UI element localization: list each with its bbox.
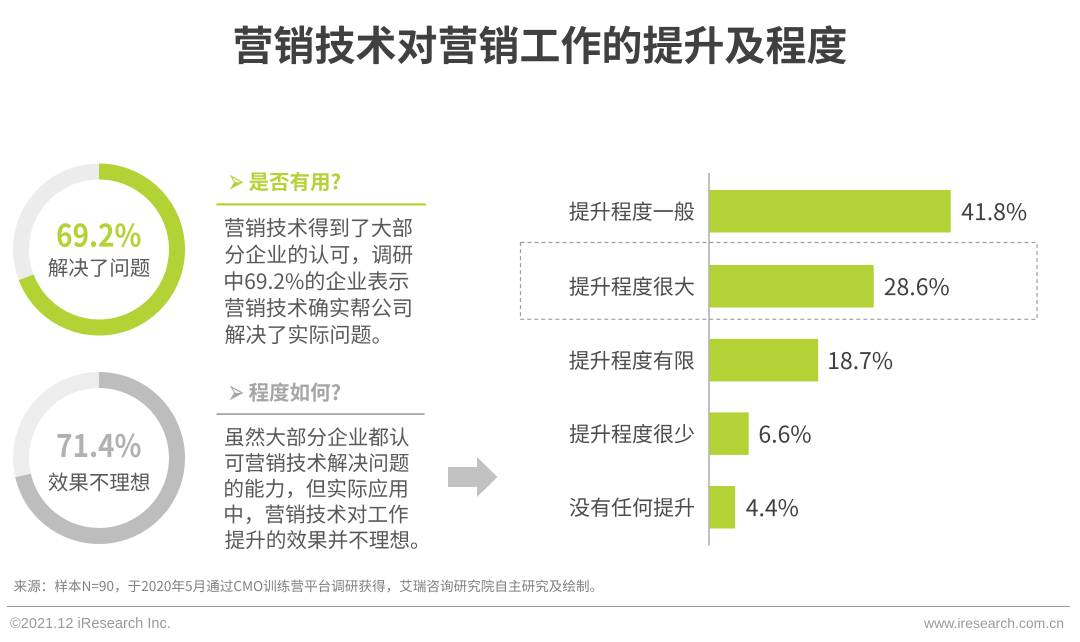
- svg-text:www.iresearch.com.cn: www.iresearch.com.cn: [923, 615, 1064, 631]
- svg-text:©2021.12 iResearch Inc.: ©2021.12 iResearch Inc.: [10, 616, 171, 632]
